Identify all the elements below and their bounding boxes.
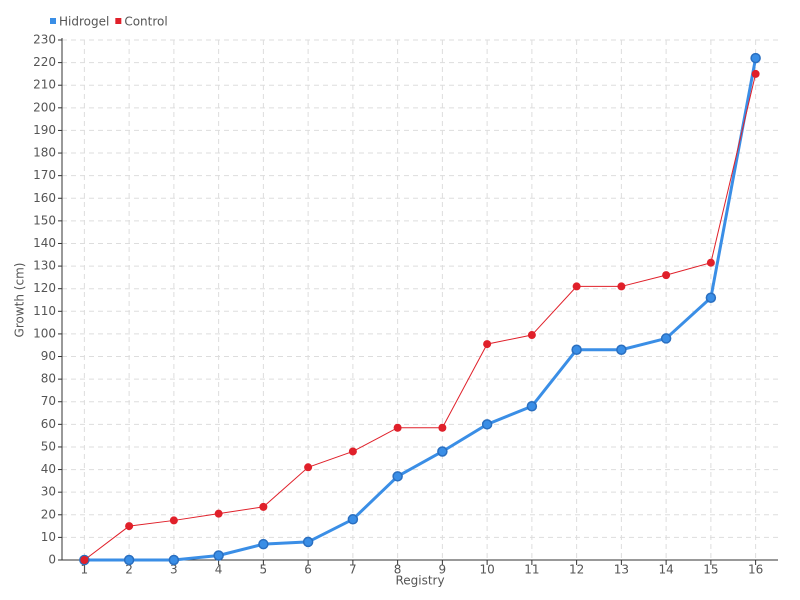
y-tick-label: 80 [41,372,56,386]
point [751,69,760,78]
point [80,556,89,564]
x-tick-label: 7 [349,563,357,577]
x-tick-label: 1 [81,563,89,577]
y-tick-label: 140 [33,236,56,250]
series-line [84,73,757,561]
y-tick-label: 170 [33,168,56,182]
y-tick-label: 0 [48,553,56,567]
x-tick-label: 13 [614,563,629,577]
point [481,419,493,430]
y-tick-label: 90 [41,349,56,363]
x-tick-label: 16 [748,563,763,577]
x-tick-label: 15 [703,563,718,577]
point [125,522,134,531]
point [392,471,403,482]
x-tick-label: 5 [260,563,268,577]
y-tick-label: 110 [33,304,56,318]
point [662,271,671,280]
x-tick-label: 9 [439,563,447,577]
point [572,282,581,291]
legend-swatch [50,18,56,24]
point [527,331,536,340]
series-line [84,57,758,562]
point [660,333,672,344]
y-tick-label: 40 [41,462,56,476]
point [437,446,448,457]
y-tick-label: 180 [33,146,56,160]
y-tick-label: 50 [41,439,56,453]
point [483,340,492,349]
point [705,292,717,303]
point [750,52,761,64]
y-tick-label: 60 [41,417,56,431]
x-tick-label: 11 [524,563,539,577]
x-tick-label: 3 [170,563,178,577]
y-tick-label: 70 [41,394,56,408]
y-tick-label: 190 [33,123,56,137]
point [617,282,626,291]
legend-label: Control [124,15,167,29]
point [571,344,582,355]
y-tick-label: 20 [41,507,56,521]
y-tick-label: 30 [41,485,56,499]
point [169,516,178,525]
legend-swatch [115,18,122,24]
y-tick-label: 120 [33,281,56,295]
legend-label: Hidrogel [59,15,109,29]
point [438,423,447,432]
point [214,509,223,518]
y-tick-label: 160 [33,191,56,205]
y-tick-label: 230 [33,33,56,47]
x-tick-label: 8 [394,563,402,577]
x-tick-label: 6 [304,563,312,577]
y-tick-label: 130 [33,259,56,273]
point [304,463,313,472]
y-tick-label: 200 [33,100,56,114]
x-tick-label: 2 [125,563,133,577]
point [258,538,269,550]
y-tick-label: 10 [41,530,56,544]
point [123,554,135,566]
x-tick-label: 12 [569,563,584,577]
x-tick-label: 10 [479,563,494,577]
point [302,536,314,548]
point [616,344,627,355]
y-tick-label: 210 [33,78,56,92]
point [347,514,359,525]
point [168,554,180,566]
point [526,401,538,412]
y-axis-label: Growth (cm) [13,263,27,338]
point [213,550,224,561]
point [348,447,357,456]
x-tick-label: 4 [215,563,223,577]
y-tick-label: 150 [33,213,56,227]
point [393,423,402,432]
point [706,258,715,267]
x-axis-label: Registry [395,574,444,588]
point [259,502,268,511]
y-tick-label: 100 [33,326,56,340]
y-tick-label: 220 [33,55,56,69]
x-tick-label: 14 [658,563,673,577]
